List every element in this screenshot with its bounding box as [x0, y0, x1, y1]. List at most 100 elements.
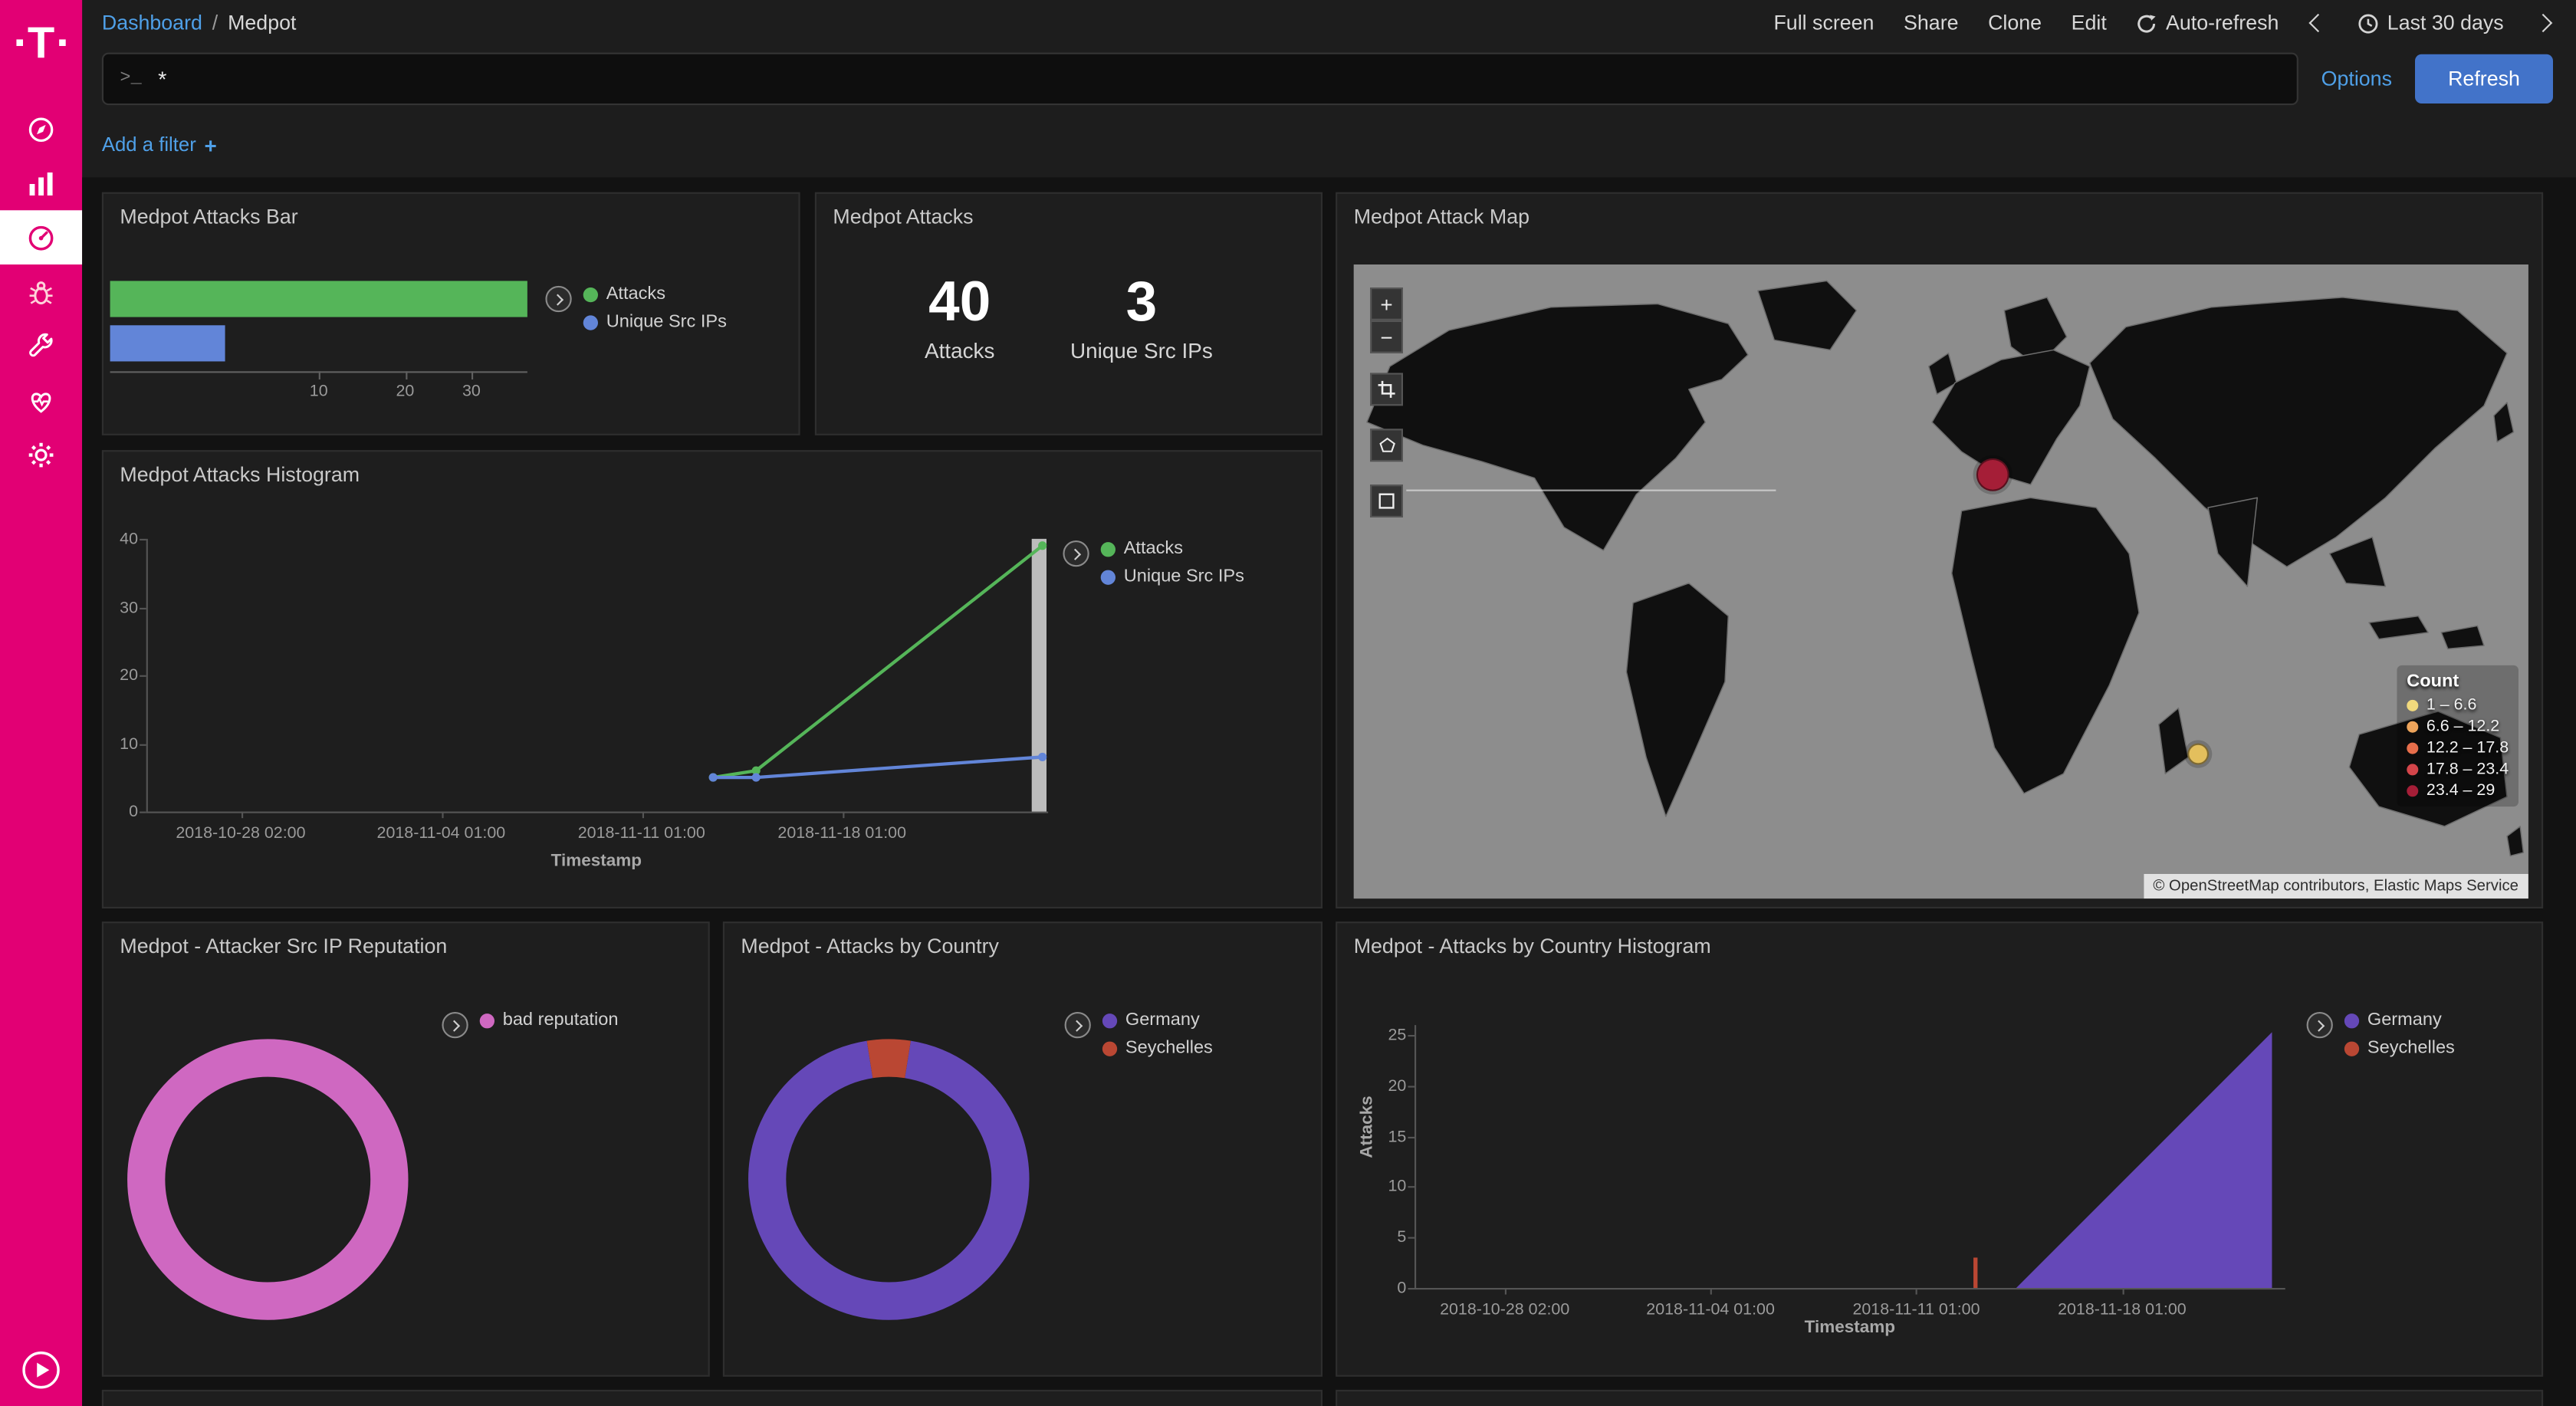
telekom-logo[interactable]: T — [15, 13, 67, 72]
auto-refresh-button[interactable]: Auto-refresh — [2136, 11, 2279, 34]
world-map[interactable]: + − — [1353, 264, 2528, 899]
add-filter-link[interactable]: Add a filter + — [102, 133, 217, 157]
metric-attacks: 40 Attacks — [925, 271, 994, 364]
legend-toggle[interactable] — [545, 285, 572, 313]
play-icon — [22, 1350, 60, 1388]
legend-toggle[interactable] — [442, 1012, 468, 1039]
panel-title[interactable]: Medpot Attacks Bar — [120, 205, 298, 228]
time-forward-button[interactable] — [2533, 13, 2553, 33]
edit-button[interactable]: Edit — [2071, 11, 2107, 34]
legend-dot — [2344, 1040, 2360, 1056]
legend-item-unique-src-ips[interactable]: Unique Src IPs — [583, 312, 727, 332]
legend-dot — [1100, 569, 1116, 584]
legend-dot — [2407, 699, 2419, 711]
x-tick — [2121, 1288, 2124, 1295]
y-tick-label: 15 — [1388, 1128, 1407, 1147]
legend-item-unique-src-ips[interactable]: Unique Src IPs — [1100, 567, 1244, 586]
legend-dot — [583, 314, 598, 330]
country_histogram-plot[interactable] — [1414, 1025, 2285, 1288]
x-tick — [641, 811, 643, 819]
panel-title[interactable]: Medpot - Attacks by Country — [741, 935, 999, 958]
map-draw-polygon-button[interactable] — [1370, 429, 1403, 462]
y-tick-label: 20 — [120, 667, 138, 685]
y-tick-label: 0 — [129, 803, 138, 822]
sidebar-item-dashboard[interactable] — [0, 210, 83, 264]
x-tick-label: 2018-11-04 01:00 — [1646, 1301, 1775, 1319]
bar-chart-icon — [29, 171, 53, 195]
legend-toggle[interactable] — [1063, 540, 1089, 567]
clone-button[interactable]: Clone — [1988, 11, 2042, 34]
legend-toggle[interactable] — [1064, 1012, 1091, 1039]
map-dot-germany[interactable] — [1976, 458, 2009, 492]
panel-title[interactable]: Medpot - Attacks by Country Histogram — [1353, 935, 1711, 958]
legend-dot — [1102, 1013, 1118, 1028]
metric-label: Unique Src IPs — [1070, 339, 1213, 364]
y-axis-line — [1414, 1025, 1417, 1288]
logo-dot — [15, 39, 23, 46]
metric-value: 40 — [928, 271, 991, 333]
map-attribution[interactable]: © OpenStreetMap contributors, Elastic Ma… — [2143, 874, 2528, 899]
share-button[interactable]: Share — [1904, 11, 1959, 34]
legend-item-bad-reputation[interactable]: bad reputation — [479, 1010, 618, 1030]
sidebar-item-visualize[interactable] — [0, 156, 82, 211]
sidebar-item-honeypot[interactable] — [0, 264, 82, 319]
sidebar-item-settings[interactable] — [0, 427, 82, 481]
y-tick — [1408, 1237, 1414, 1240]
legend-item-seychelles[interactable]: Seychelles — [2344, 1038, 2455, 1058]
sidebar-item-play[interactable] — [0, 1342, 82, 1397]
legend-dot — [2407, 721, 2419, 733]
attacks-bar-plot: 10 20 30 — [110, 281, 527, 412]
panel-title[interactable]: Medpot Attacks — [833, 205, 974, 228]
x-tick — [318, 371, 320, 379]
x-tick-label: 20 — [396, 383, 415, 401]
map-zoom-out-button[interactable]: − — [1370, 320, 1403, 353]
time-back-button[interactable] — [2308, 13, 2328, 33]
x-tick-label: 10 — [309, 383, 328, 401]
legend-toggle[interactable] — [2306, 1012, 2333, 1039]
panel-partial — [101, 1389, 1322, 1406]
refresh-button[interactable]: Refresh — [2415, 54, 2553, 103]
legend-item-attacks[interactable]: Attacks — [1100, 539, 1244, 559]
map-dot-seychelles[interactable] — [2187, 743, 2210, 765]
map-draw-rectangle-button[interactable] — [1370, 485, 1403, 517]
full-screen-button[interactable]: Full screen — [1773, 11, 1875, 34]
sidebar-nav — [0, 102, 83, 481]
y-tick-label: 0 — [1397, 1280, 1407, 1298]
y-tick-label: 10 — [1388, 1178, 1407, 1197]
gear-icon — [28, 442, 54, 467]
legend-dot — [2344, 1013, 2360, 1028]
legend-dot — [479, 1013, 495, 1028]
filter-bar: Add a filter + — [82, 112, 2576, 178]
map-zoom-in-button[interactable]: + — [1370, 287, 1403, 320]
time-range-button[interactable]: Last 30 days — [2358, 11, 2504, 34]
panel-src-ip-reputation: Medpot - Attacker Src IP Reputation bad … — [101, 921, 710, 1377]
map-fit-bounds-button[interactable] — [1370, 373, 1403, 406]
query-options-link[interactable]: Options — [2321, 67, 2392, 90]
map-legend-row: 12.2 – 17.8 — [2407, 739, 2509, 757]
sidebar-item-discover[interactable] — [0, 102, 82, 156]
x-axis-line — [1414, 1288, 2285, 1290]
crop-icon — [1378, 380, 1395, 398]
x-tick — [1916, 1288, 1918, 1295]
attacks_histogram-plot[interactable] — [146, 538, 1048, 812]
attacks-histogram-legend: Attacks Unique Src IPs — [1063, 539, 1244, 586]
reputation-donut[interactable] — [120, 1032, 416, 1328]
country-donut[interactable] — [741, 1032, 1037, 1328]
panel-title[interactable]: Medpot - Attacker Src IP Reputation — [120, 935, 448, 958]
polygon-icon — [1378, 436, 1395, 452]
country-pie-legend: Germany Seychelles — [1064, 1010, 1213, 1058]
legend-item-attacks[interactable]: Attacks — [583, 284, 727, 304]
legend-item-seychelles[interactable]: Seychelles — [1102, 1038, 1213, 1058]
panel-country-histogram: Medpot - Attacks by Country Histogram At… — [1336, 921, 2544, 1377]
query-input[interactable]: >_ * — [101, 52, 2298, 106]
dashboard-canvas[interactable]: Medpot Attacks Bar 10 20 30 Attacks Unique… — [82, 177, 2576, 1406]
sidebar-item-tools[interactable] — [0, 319, 82, 373]
legend-item-germany[interactable]: Germany — [1102, 1010, 1213, 1030]
breadcrumb-dashboard[interactable]: Dashboard — [101, 11, 202, 34]
panel-title[interactable]: Medpot Attacks Histogram — [120, 463, 360, 487]
bar-unique-src-ips — [110, 325, 225, 362]
panel-title[interactable]: Medpot Attack Map — [1353, 205, 1530, 228]
legend-item-germany[interactable]: Germany — [2344, 1010, 2455, 1030]
sidebar-item-monitoring[interactable] — [0, 373, 82, 427]
